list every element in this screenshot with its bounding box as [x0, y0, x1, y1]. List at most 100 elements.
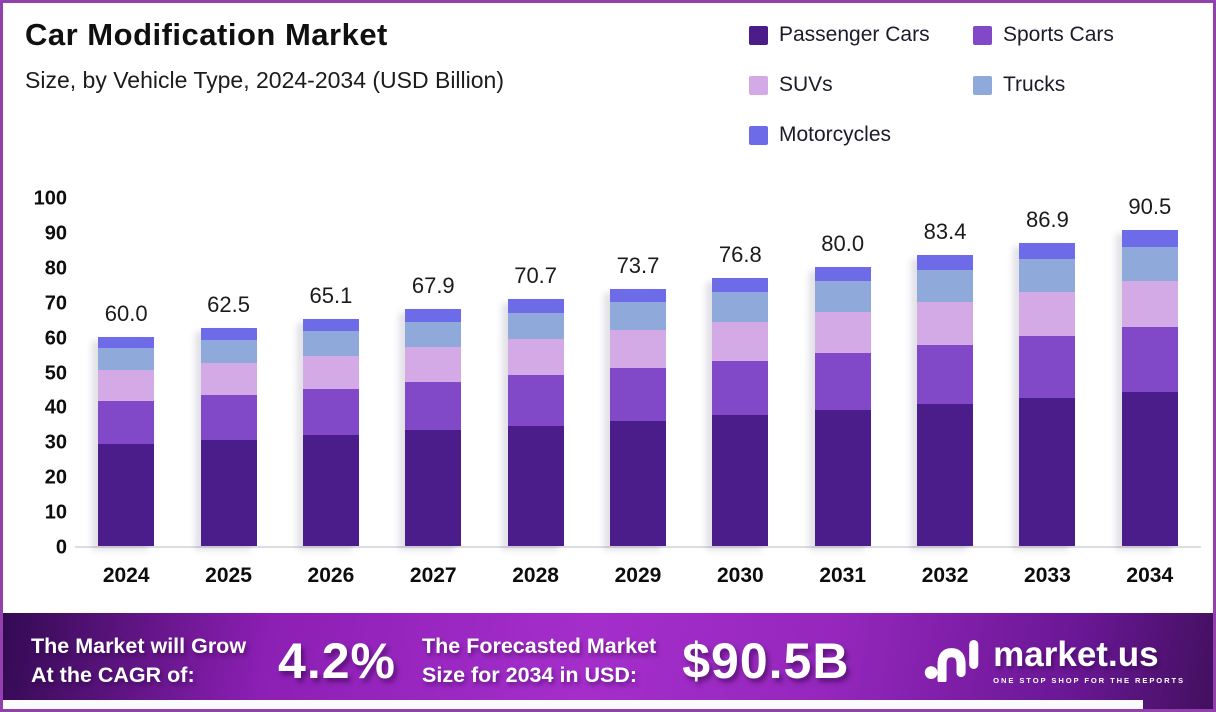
- bar-group-2030: 76.8: [689, 199, 791, 546]
- legend-swatch-icon: [973, 25, 992, 45]
- x-axis: 2024 2025 2026 2027 2028 2029 2030 2031 2032 2033…: [75, 564, 1201, 588]
- total-data-label: 67.9: [411, 273, 455, 299]
- bar-segment-sports-cars: [200, 395, 257, 440]
- y-tick-label: 50: [44, 362, 67, 384]
- banner-bottom-strip: [3, 700, 1143, 709]
- bar-group-2033: 86.9: [996, 199, 1098, 546]
- bar-segment-sports-cars: [1121, 327, 1178, 393]
- total-data-label: 80.0: [821, 230, 865, 256]
- bar-segment-passenger-cars: [1019, 398, 1076, 546]
- bar-segment-suvs: [1121, 281, 1178, 328]
- total-data-label: 62.5: [207, 291, 250, 317]
- bar-segment-trucks: [1019, 258, 1076, 292]
- bar-segment-motorcycles: [200, 327, 257, 340]
- bar-segment-trucks: [200, 339, 257, 364]
- y-tick-label: 0: [55, 536, 67, 559]
- legend-swatch-icon: [749, 75, 768, 95]
- chart-subtitle: Size, by Vehicle Type, 2024-2034 (USD Bi…: [25, 67, 505, 93]
- bar-segment-motorcycles: [814, 266, 871, 282]
- stacked-bar-2034: [1121, 230, 1178, 546]
- bar-group-2027: 67.9: [382, 199, 484, 546]
- bar-segment-trucks: [609, 302, 666, 331]
- legend-item-sports-cars: Sports Cars: [973, 23, 1187, 47]
- stacked-bar-2029: [609, 288, 666, 546]
- bar-segment-sports-cars: [609, 368, 666, 421]
- bar-segment-passenger-cars: [1121, 392, 1178, 546]
- bar-segment-suvs: [302, 355, 359, 389]
- legend-label: SUVs: [779, 73, 833, 96]
- legend-label: Passenger Cars: [779, 23, 930, 46]
- y-tick-label: 100: [33, 187, 67, 210]
- bar-segment-suvs: [405, 347, 462, 382]
- total-data-label: 86.9: [1026, 206, 1069, 232]
- y-tick-label: 70: [44, 292, 67, 315]
- y-tick-label: 20: [44, 466, 67, 489]
- y-tick-label: 30: [44, 431, 67, 454]
- chart-title: Car Modification Market: [25, 17, 388, 52]
- x-tick-label-2029: 2029: [614, 564, 662, 587]
- bar-segment-suvs: [200, 363, 257, 396]
- total-data-label: 90.5: [1128, 194, 1172, 220]
- bar-segment-motorcycles: [1121, 230, 1178, 247]
- bar-segment-sports-cars: [1019, 336, 1076, 399]
- bar-segment-sports-cars: [712, 360, 769, 416]
- y-tick-label: 90: [44, 222, 67, 245]
- total-data-label: 65.1: [309, 282, 353, 308]
- bar-group-2026: 65.1: [280, 199, 382, 546]
- plot-area: 60.0 62.5 65.1 67.9 70.7 73.7 76.8 80.0 83.4 86.9…: [75, 194, 1201, 548]
- bar-segment-motorcycles: [302, 318, 359, 332]
- y-tick-label: 60: [44, 327, 67, 350]
- bar-segment-passenger-cars: [917, 404, 974, 546]
- stacked-bar-2032: [917, 254, 974, 546]
- bar-segment-motorcycles: [507, 299, 564, 313]
- stacked-bar-chart: 0 10 20 30 40 50 60 70 80 90 100 60.0 62.5 65.1 67.9 7…: [17, 188, 1201, 588]
- bar-segment-suvs: [1019, 291, 1076, 337]
- bar-segment-passenger-cars: [712, 415, 769, 546]
- bar-group-2034: 90.5: [1099, 194, 1201, 546]
- total-data-label: 73.7: [616, 252, 660, 278]
- bar-segment-trucks: [405, 321, 462, 348]
- legend-label: Sports Cars: [1003, 23, 1114, 46]
- market-us-logo-icon: [923, 636, 981, 687]
- bar-segment-sports-cars: [814, 352, 871, 410]
- total-data-label: 83.4: [923, 218, 967, 244]
- bar-segment-trucks: [507, 312, 564, 340]
- brand-name: market.us: [993, 635, 1159, 674]
- legend-item-trucks: Trucks: [973, 73, 1187, 97]
- bottom-banner: The Market will Grow At the CAGR of: 4.2…: [3, 613, 1213, 709]
- y-tick-label: 10: [44, 501, 67, 524]
- legend-swatch-icon: [749, 25, 768, 45]
- bar-segment-sports-cars: [405, 381, 462, 431]
- brand-tagline: ONE STOP SHOP FOR THE REPORTS: [993, 676, 1185, 685]
- bar-segment-motorcycles: [1019, 242, 1076, 259]
- bar-segment-sports-cars: [917, 344, 974, 405]
- bar-segment-sports-cars: [98, 401, 155, 445]
- bar-segment-suvs: [98, 370, 155, 402]
- legend-swatch-icon: [749, 125, 768, 145]
- bar-segment-suvs: [609, 330, 666, 369]
- legend-item-motorcycles: Motorcycles: [749, 123, 963, 147]
- legend: Passenger Cars Sports Cars SUVs Trucks Motor…: [749, 23, 1187, 147]
- bar-segment-motorcycles: [405, 309, 462, 322]
- bar-segment-trucks: [98, 347, 155, 371]
- bar-group-2025: 62.5: [177, 199, 279, 546]
- legend-swatch-icon: [973, 75, 992, 95]
- bar-segment-motorcycles: [917, 254, 974, 271]
- legend-item-passenger-cars: Passenger Cars: [749, 23, 963, 47]
- bar-segment-suvs: [507, 339, 564, 376]
- x-tick-label-2033: 2033: [1024, 564, 1071, 587]
- x-tick-label-2027: 2027: [409, 564, 457, 587]
- bar-segment-passenger-cars: [405, 430, 462, 546]
- stacked-bar-2030: [712, 278, 769, 546]
- x-tick-label-2024: 2024: [102, 564, 150, 587]
- bar-segment-passenger-cars: [507, 425, 564, 546]
- y-tick-label: 80: [44, 257, 67, 280]
- bar-segment-suvs: [917, 302, 974, 345]
- x-tick-label-2028: 2028: [512, 564, 559, 587]
- total-data-label: 76.8: [718, 241, 762, 267]
- bar-segment-passenger-cars: [814, 409, 871, 546]
- bar-segment-passenger-cars: [302, 435, 359, 546]
- bar-segment-sports-cars: [507, 375, 564, 426]
- cagr-value: 4.2%: [278, 633, 397, 689]
- bar-segment-passenger-cars: [609, 420, 666, 546]
